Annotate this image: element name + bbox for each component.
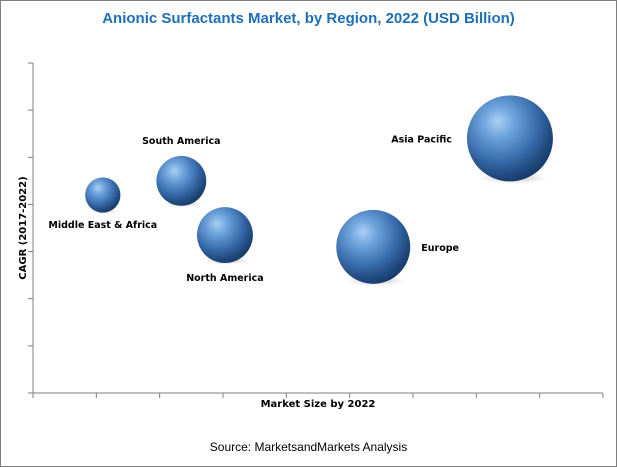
axes (28, 62, 604, 398)
bubble-label: Middle East & Africa (48, 220, 157, 231)
bubble-label: Europe (421, 243, 459, 254)
bubble-middle-east-africa (85, 177, 121, 213)
bubble-europe (336, 209, 411, 284)
chart-title: Anionic Surfactants Market, by Region, 2… (102, 10, 515, 27)
x-ticks (32, 393, 604, 398)
bubble-label: North America (186, 273, 263, 284)
bubble-labels: Asia Pacific Europe North America South Ame… (48, 134, 459, 284)
bubbles (85, 95, 553, 287)
y-ticks (28, 62, 33, 394)
source-note: Source: MarketsandMarkets Analysis (209, 440, 408, 454)
bubble-south-america (156, 155, 207, 206)
bubble-north-america (196, 207, 253, 264)
y-axis-label: CAGR (2017-2022) (18, 176, 29, 279)
x-axis-label: Market Size by 2022 (261, 399, 376, 410)
bubble-label: South America (142, 136, 220, 147)
bubble-asia-pacific (466, 95, 553, 182)
bubble-label: Asia Pacific (391, 134, 452, 145)
